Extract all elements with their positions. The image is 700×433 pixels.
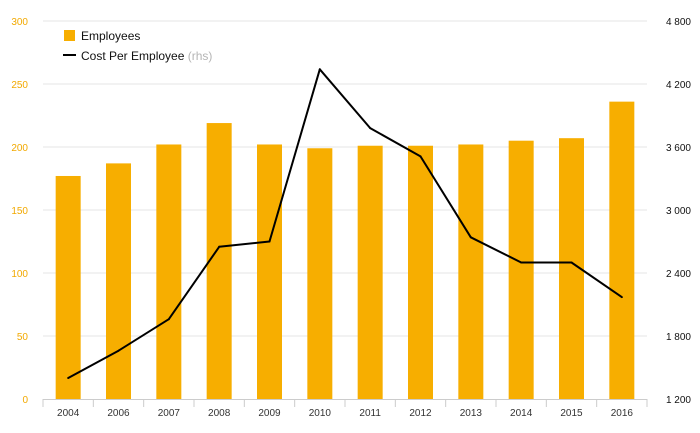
line-point xyxy=(117,349,120,352)
x-tick-label: 2016 xyxy=(611,408,634,419)
y-right-tick-label: 3 000 xyxy=(666,206,691,217)
y-right-tick-label: 3 600 xyxy=(666,143,691,154)
bar xyxy=(508,140,534,399)
line-point xyxy=(469,236,472,239)
bar xyxy=(307,148,333,399)
bar xyxy=(206,123,232,399)
bar xyxy=(458,144,484,399)
line-point xyxy=(369,127,372,130)
line-point xyxy=(268,240,271,243)
gridlines xyxy=(43,20,647,337)
bar xyxy=(408,145,433,399)
x-tick-label: 2014 xyxy=(510,408,533,419)
x-tick-label: 2008 xyxy=(208,408,231,419)
y-left-tick-label: 0 xyxy=(22,395,28,406)
x-tick-label: 2010 xyxy=(309,408,332,419)
y-right-tick-label: 4 200 xyxy=(666,80,691,91)
legend-label-employees: Employees xyxy=(81,29,140,43)
legend-swatch-employees xyxy=(64,30,75,41)
y-right-tick-label: 2 400 xyxy=(666,269,691,280)
line-point xyxy=(520,261,523,264)
legend-label-rhs: (rhs) xyxy=(188,49,213,63)
y-left-tick-label: 50 xyxy=(17,332,29,343)
y-left-tick-label: 150 xyxy=(11,206,28,217)
line-point xyxy=(167,318,170,321)
axes: 0 1 200 50 1 800 100 2 400 150 3 000 200 3 600 250… xyxy=(11,17,691,419)
x-tick-label: 2013 xyxy=(460,408,483,419)
bar xyxy=(106,163,131,399)
line-point xyxy=(570,261,573,264)
y-left-tick-label: 250 xyxy=(11,80,28,91)
x-tick-label: 2009 xyxy=(258,408,281,419)
line-point xyxy=(318,68,321,71)
bar-series-employees xyxy=(55,101,635,399)
y-right-tick-label: 1 800 xyxy=(666,332,691,343)
x-tick-label: 2012 xyxy=(409,408,432,419)
line-point xyxy=(67,377,70,379)
bar xyxy=(55,175,81,399)
line-path xyxy=(67,68,623,379)
y-left-tick-label: 100 xyxy=(11,269,28,280)
legend: Employees Cost Per Employee (rhs) xyxy=(63,29,212,63)
x-tick-label: 2011 xyxy=(359,408,381,419)
bar xyxy=(257,144,282,399)
y-right-tick-label: 1 200 xyxy=(666,395,691,406)
x-tick-label: 2006 xyxy=(107,408,130,419)
y-right-tick-label: 4 800 xyxy=(666,17,691,28)
x-tick-label: 2015 xyxy=(560,408,583,419)
bar xyxy=(609,101,635,399)
line-series-cost-per-employee xyxy=(67,68,623,379)
line-point xyxy=(218,245,221,248)
y-left-tick-label: 300 xyxy=(11,17,28,28)
bar xyxy=(156,144,182,399)
legend-label-cost-main: Cost Per Employee xyxy=(81,49,185,63)
line-point xyxy=(620,296,623,299)
legend-label-cost-per-employee: Cost Per Employee (rhs) xyxy=(81,49,212,63)
bar xyxy=(357,145,383,399)
x-tick-label: 2004 xyxy=(57,408,80,419)
x-tick-label: 2007 xyxy=(158,408,181,419)
line-point xyxy=(419,155,422,158)
y-left-tick-label: 200 xyxy=(11,143,28,154)
